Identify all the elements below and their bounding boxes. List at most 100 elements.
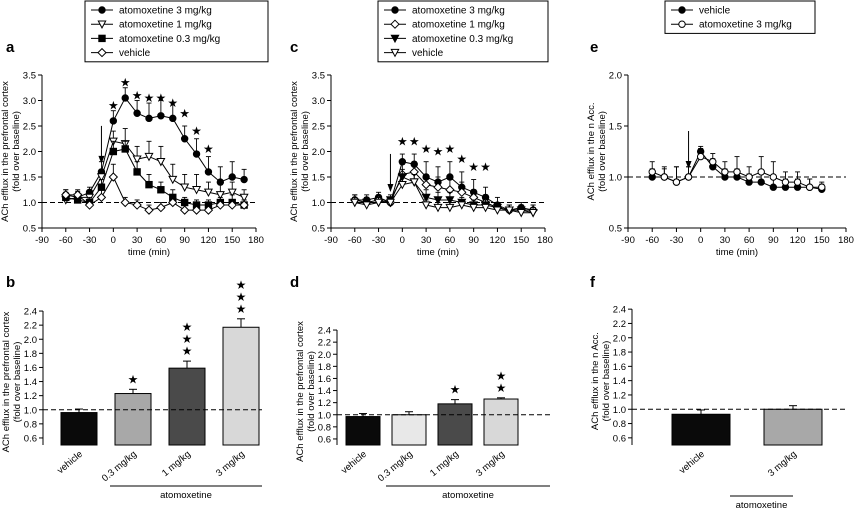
data-point: [203, 205, 214, 215]
series-atomoxetine-3-mg-kg: [648, 147, 826, 191]
y-tick-label: 1.0: [23, 198, 36, 209]
data-point: [144, 205, 154, 215]
data-point: [433, 203, 443, 213]
y-axis-label: ACh efflux in the prefrontal cortex (fold…: [1, 311, 23, 452]
x-tick-label: -90: [324, 235, 338, 246]
y-axis-label-line: (fold over baseline): [300, 111, 311, 192]
significance-star: ★: [421, 142, 432, 156]
x-tick-label: 60: [445, 235, 456, 246]
data-point: [215, 191, 225, 200]
panel-f: f 0.6 0.8 1.0 1.2 1.4 1.6 1.8 2.0 2.2 2.4 ACh efflu…: [590, 274, 848, 508]
data-point: [133, 168, 141, 176]
y-axis-label-line: (fold over baseline): [597, 111, 608, 192]
x-tick-label: 30: [720, 235, 731, 246]
y-tick-label: 2.4: [24, 307, 37, 318]
y-tick-label: 1.2: [24, 391, 37, 402]
x-tick-label: 120: [790, 235, 806, 246]
category-label-text: vehicle: [339, 449, 369, 476]
data-point: [227, 188, 237, 198]
y-tick-label: 3.0: [23, 96, 36, 107]
x-tick-label: 0: [111, 235, 116, 246]
data-point: [156, 202, 166, 213]
data-point: [805, 183, 814, 191]
y-tick-label: 1.8: [613, 348, 626, 359]
x-tick-label: 150: [513, 235, 529, 246]
y-tick-label: 2.4: [613, 305, 626, 316]
panel-a: a -90 -60 -30 0 30 60 90 120 150 180 0.5 1.0 1.5 2.0 2.…: [0, 0, 269, 258]
significance-star: ★: [182, 332, 193, 346]
significance-star: ★: [433, 145, 444, 159]
legend-marker: [98, 34, 106, 43]
y-tick-label: 1.8: [318, 362, 331, 373]
data-point: [457, 201, 467, 210]
data-point: [61, 190, 71, 200]
data-point: [145, 180, 153, 189]
significance-star: ★: [397, 134, 408, 148]
data-point: [445, 196, 455, 205]
legend-item: atomoxetine 3 mg/kg: [384, 6, 505, 17]
significance-star: ★: [496, 381, 507, 395]
data-point: [492, 206, 502, 215]
legend-label: atomoxetine 1 mg/kg: [412, 20, 505, 31]
x-axis-label: time (min): [417, 247, 459, 258]
legend-label: atomoxetine 0.3 mg/kg: [412, 34, 513, 45]
data-point: [757, 178, 765, 186]
x-axis-label: time (min): [128, 247, 170, 258]
data-point: [709, 158, 717, 166]
data-point: [239, 193, 249, 203]
legend-item: atomoxetine 1 mg/kg: [91, 20, 212, 31]
y-axis-label: ACh efflux in the prefrontal cortex (fold…: [289, 81, 311, 222]
x-tick-label: 60: [156, 235, 167, 246]
legend-marker: [391, 6, 399, 14]
y-tick-label: 2.5: [23, 122, 36, 133]
category-label-text: 1 mg/kg: [428, 449, 461, 479]
x-axis-label: time (min): [716, 247, 758, 258]
x-tick-label: 150: [814, 235, 830, 246]
y-axis-label: ACh efflux in the n Acc. (fold over basel…: [586, 102, 608, 200]
x-tick-label: -30: [83, 235, 97, 246]
panel-letter: b: [6, 274, 15, 291]
legend-item: atomoxetine 0.3 mg/kg: [384, 34, 513, 45]
data-point: [433, 196, 443, 205]
significance-star: ★: [409, 134, 420, 148]
bar-1-mg-kg: [168, 367, 206, 446]
y-tick-label: 2.0: [23, 147, 36, 158]
y-tick-label: 1.6: [318, 374, 331, 385]
data-point: [745, 173, 753, 181]
legend-label: vehicle: [412, 48, 444, 59]
significance-star: ★: [108, 99, 119, 113]
legend-marker: [390, 34, 400, 44]
legend-label: vehicle: [119, 48, 151, 59]
legend-label: atomoxetine 0.3 mg/kg: [119, 34, 220, 45]
data-point: [169, 114, 177, 123]
category-label-text: vehicle: [55, 449, 85, 476]
data-point: [769, 173, 778, 181]
x-tick-label: 90: [179, 235, 190, 246]
data-point: [192, 186, 202, 195]
series-line: [65, 97, 245, 198]
data-point: [721, 168, 729, 176]
data-point: [180, 183, 190, 192]
bar-0-3-mg-kg: [114, 393, 152, 446]
y-tick-label: 3.5: [312, 71, 325, 82]
y-tick-label: 1.0: [24, 405, 37, 416]
y-tick-label: 2.4: [318, 326, 331, 337]
y-tick-label: 2.0: [24, 335, 37, 346]
category-label-text: 3 mg/kg: [766, 449, 799, 479]
data-point: [133, 109, 141, 117]
data-point: [192, 150, 201, 158]
x-tick-label: -30: [372, 235, 386, 246]
series-vehicle: [350, 173, 538, 218]
x-tick-label: 180: [537, 235, 553, 246]
category-label-text: 1 mg/kg: [160, 449, 193, 479]
legend-marker: [678, 20, 686, 28]
y-tick-label: 1.0: [613, 405, 626, 416]
significance-star: ★: [179, 106, 190, 120]
significance-star: ★: [203, 142, 214, 156]
series-line: [354, 161, 534, 211]
panel-letter: d: [290, 274, 299, 291]
data-point: [145, 114, 153, 123]
y-tick-label: 1.4: [613, 376, 626, 387]
bar-vehicle: [671, 413, 731, 446]
